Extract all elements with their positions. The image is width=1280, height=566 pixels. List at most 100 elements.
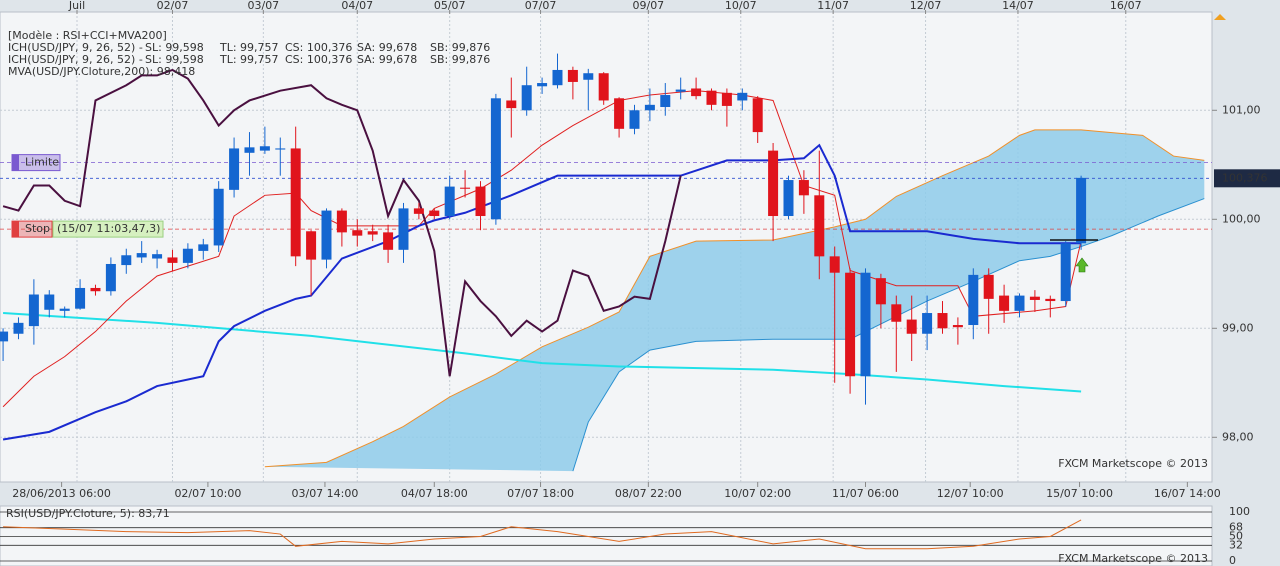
candle-body [644,104,655,111]
candle-body [383,232,394,250]
y-tick-label: 32 [1229,538,1243,551]
level-marker [12,154,19,171]
top-x-tick-label: 05/07 [434,0,466,12]
candle-body [814,195,825,257]
level-label: Stop [25,222,50,235]
candle-body [691,88,702,97]
legend-entry: CS: 100,376 [285,41,352,54]
candle-body [906,319,917,334]
candle-body [1076,177,1087,244]
candle-body [752,98,763,133]
candle-body [28,294,39,327]
candle-body [90,287,101,292]
candle-body [213,188,224,246]
candle-body [829,256,840,273]
scroll-icon [1214,14,1226,20]
top-x-tick-label: 14/07 [1002,0,1034,12]
candle-body [983,274,994,299]
candle-body [275,148,286,150]
candle-body [845,272,856,377]
candle-body [798,180,809,196]
candle-body [1014,295,1025,311]
top-x-tick-label: 03/07 [247,0,279,12]
y-tick-label: 0 [1229,554,1236,566]
top-x-tick-label: 09/07 [632,0,664,12]
y-tick-label: 100,00 [1222,212,1261,225]
candle-body [229,148,240,190]
candle-body [429,210,440,217]
candle-body [413,208,424,214]
candle-body [891,304,902,322]
top-x-tick-label: 12/07 [910,0,942,12]
candle-body [614,98,625,129]
candle-body [75,287,86,309]
candle-body [598,73,609,101]
overlay-layer: 98,00 99,00 100,00 101,00 Juil 02/07 03/07 04/0… [6,0,1280,566]
candle-body [952,325,963,328]
x-tick-label: 10/07 02:00 [724,487,791,500]
candle-body [937,313,948,329]
level-label: Limite [25,156,59,169]
last-price-tag [1214,169,1280,188]
indicator-line [2,68,682,377]
candle-body [336,210,347,233]
top-x-tick-label: Juil [68,0,85,12]
top-x-tick-label: 11/07 [817,0,849,12]
candle-body [136,253,147,258]
candle-body [706,90,717,105]
watermark: FXCM Marketscope © 2013 [1058,457,1208,470]
candle-body [398,208,409,250]
candle-body [290,148,301,257]
top-x-tick-label: 02/07 [157,0,189,12]
candle-body [59,308,70,311]
candle-body [475,186,486,217]
x-tick-label: 12/07 10:00 [937,487,1004,500]
candle-body [768,150,779,217]
candle-body [105,263,116,292]
candle-body [922,313,933,334]
x-tick-label: 07/07 18:00 [507,487,574,500]
candle-body [44,294,55,310]
candle-body [583,73,594,80]
candle-body [167,257,178,263]
ichimoku-cloud [264,129,1205,472]
legend-entry: ICH(USD/JPY, 9, 26, 52) - [8,53,143,66]
y-tick-label: 101,00 [1222,103,1261,116]
legend-entry: TL: 99,757 [219,53,279,66]
candle-body [999,295,1010,311]
x-tick-label: 08/07 22:00 [615,487,682,500]
main-layer [0,12,1212,482]
candle-body [968,274,979,326]
candle-body [537,83,548,87]
candle-body [675,89,686,92]
top-x-tick-label: 04/07 [341,0,373,12]
candle-body [352,230,363,236]
candle-body [783,180,794,217]
candle-body [0,331,9,342]
legend-entry: SB: 99,876 [430,41,490,54]
legend-entry: MVA(USD/JPY.Cloture,200): 98,418 [8,65,195,78]
indicator-line [3,312,1082,393]
y-tick-label: 100 [1229,505,1250,518]
rsi-title: RSI(USD/JPY.Cloture, 5): 83,71 [6,507,170,520]
rsi-layer [0,511,1212,562]
x-tick-label: 02/07 10:00 [174,487,241,500]
candle-body [552,69,563,86]
y-tick-label: 98,00 [1222,430,1254,443]
level-note-box [52,220,164,238]
level-marker [12,221,19,238]
candle-body [321,210,332,260]
candle-body [860,272,871,377]
top-x-tick-label: 07/07 [525,0,557,12]
legend-entry: TL: 99,757 [219,41,279,54]
candle-body [1029,296,1040,300]
legend-entry: SB: 99,876 [430,53,490,66]
candle-body [567,69,578,82]
top-x-tick-label: 10/07 [725,0,757,12]
candle-body [737,92,748,101]
top-x-tick-label: 16/07 [1110,0,1142,12]
rsi-plot [0,505,1213,566]
candle-body [152,254,163,259]
signal-arrow [1075,257,1089,273]
